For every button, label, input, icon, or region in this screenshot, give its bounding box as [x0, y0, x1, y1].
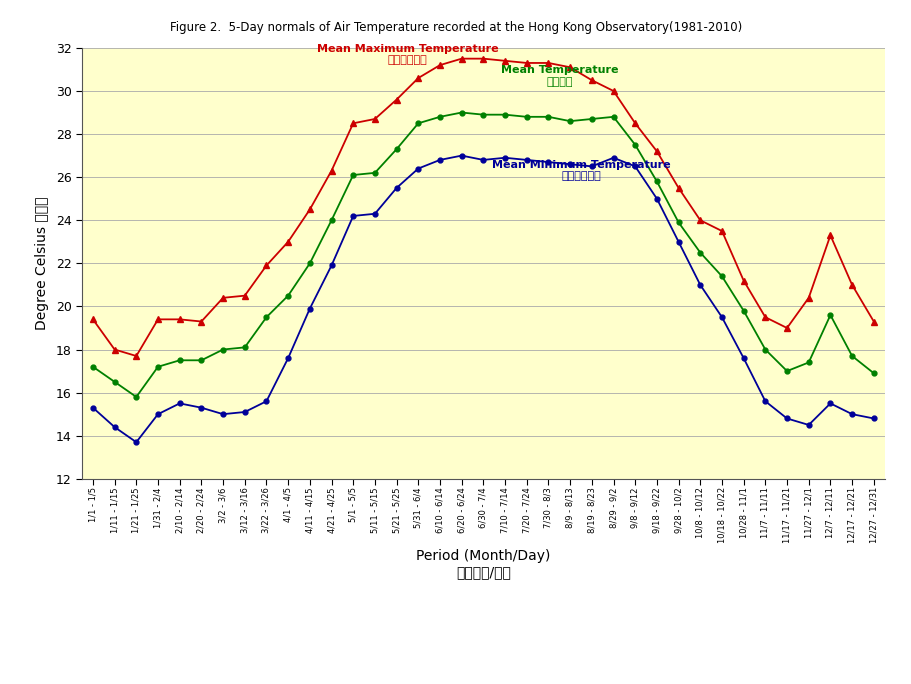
Text: Mean Maximum Temperature
平均最高氣溫: Mean Maximum Temperature 平均最高氣溫: [316, 44, 497, 65]
Text: Figure 2.  5-Day normals of Air Temperature recorded at the Hong Kong Observator: Figure 2. 5-Day normals of Air Temperatu…: [169, 21, 742, 34]
Text: Mean Minimum Temperature
平均最低氣溫: Mean Minimum Temperature 平均最低氣溫: [491, 160, 670, 181]
Text: Mean Temperature
平均氣溫: Mean Temperature 平均氣溫: [500, 65, 618, 87]
Y-axis label: Degree Celsius 攝氏度: Degree Celsius 攝氏度: [35, 196, 49, 330]
X-axis label: Period (Month/Day)
期間（月/日）: Period (Month/Day) 期間（月/日）: [415, 549, 550, 579]
